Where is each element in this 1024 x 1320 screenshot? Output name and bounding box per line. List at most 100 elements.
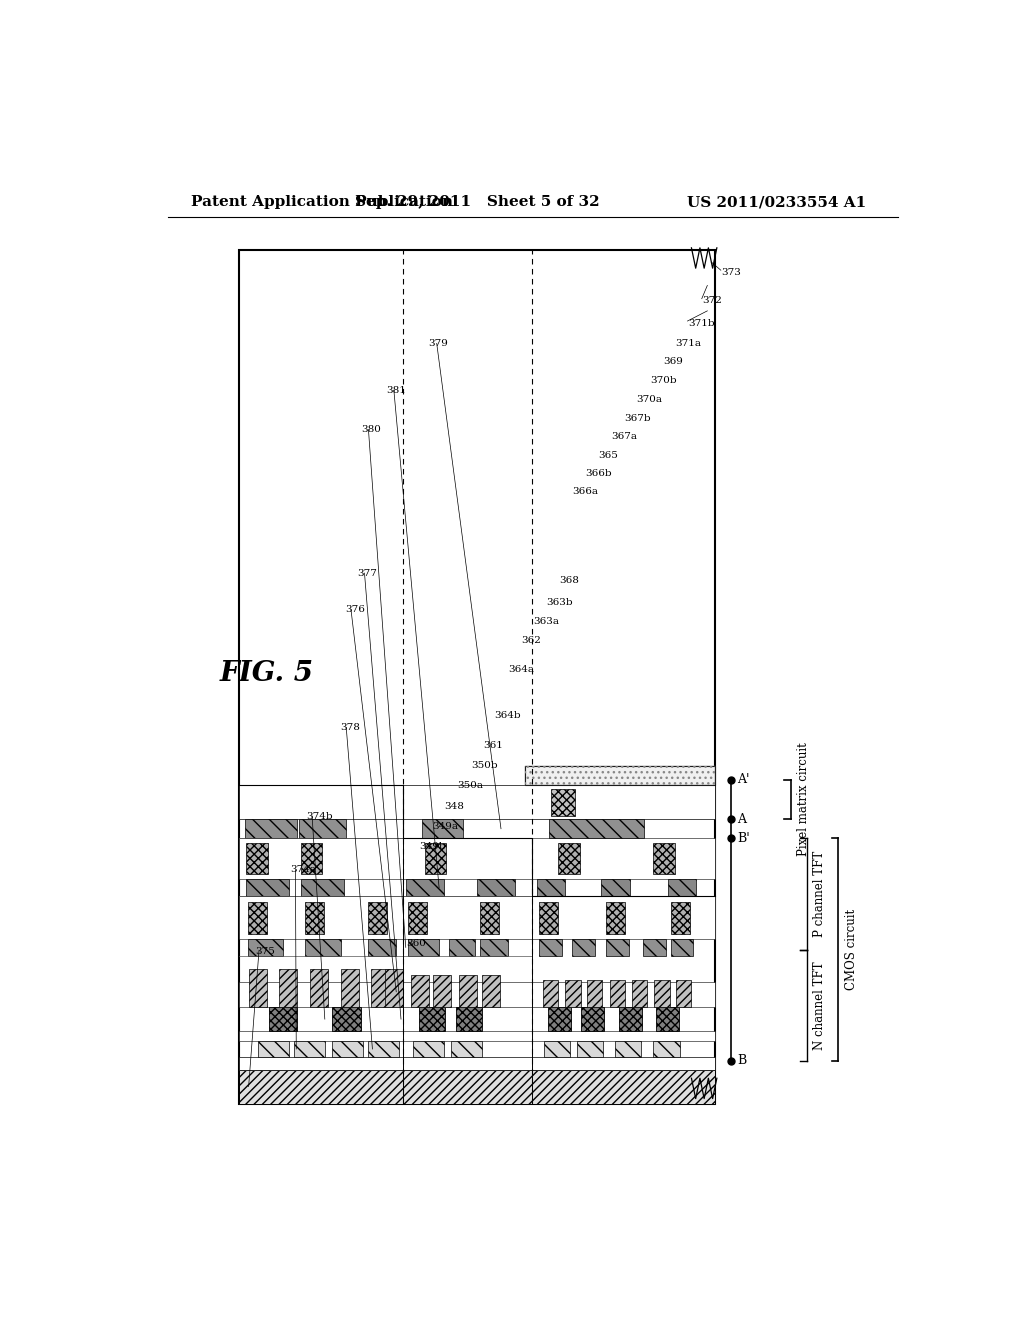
Bar [368,939,396,956]
Bar [601,879,630,896]
Text: 366b: 366b [585,469,611,478]
Text: 367b: 367b [624,414,650,424]
Bar [676,981,691,1007]
Text: 367a: 367a [611,433,637,441]
Bar [299,820,346,838]
Bar [544,1041,570,1057]
Bar [425,843,446,874]
Bar [587,981,602,1007]
Text: 363b: 363b [546,598,572,607]
Text: 376: 376 [345,605,366,614]
Text: B: B [737,1055,746,1068]
Text: 370a: 370a [637,395,663,404]
Bar [411,974,429,1007]
Text: FIG. 5: FIG. 5 [220,660,314,688]
Text: 370b: 370b [650,376,677,385]
Bar [258,1041,289,1057]
Bar [558,843,580,874]
Bar [309,969,328,1007]
Text: CMOS circuit: CMOS circuit [845,909,858,990]
Bar [249,969,266,1007]
Bar [433,974,451,1007]
Text: Sep. 29, 2011   Sheet 5 of 32: Sep. 29, 2011 Sheet 5 of 32 [355,195,599,209]
Bar [305,902,324,933]
Bar [248,939,284,956]
Text: Patent Application Publication: Patent Application Publication [191,195,454,209]
Bar [449,939,475,956]
Bar [606,902,625,933]
Bar [409,939,439,956]
Bar [413,1041,443,1057]
Text: 362: 362 [521,636,541,644]
Text: N channel TFT: N channel TFT [813,961,826,1049]
Bar [653,1041,680,1057]
Bar [301,843,323,874]
Bar [332,1041,362,1057]
Bar [548,1007,570,1031]
Bar [368,902,387,933]
Bar [372,969,389,1007]
Bar [524,767,715,785]
Text: 374a: 374a [291,866,316,874]
Text: 368: 368 [560,576,580,585]
Text: 374b: 374b [306,812,333,821]
Bar [572,939,595,956]
Bar [240,249,715,1104]
Text: 361: 361 [483,742,504,750]
Bar [305,939,341,956]
Bar [543,981,558,1007]
Bar [459,974,477,1007]
Text: 377: 377 [357,569,377,578]
Bar [671,939,693,956]
Bar [245,820,297,838]
Bar [294,1041,325,1057]
Bar [419,1007,445,1031]
Text: 348: 348 [444,803,465,812]
Text: 349a: 349a [432,821,458,830]
Text: 350a: 350a [458,781,483,789]
Bar [240,982,715,1007]
Bar [643,939,666,956]
Bar [456,1007,482,1031]
Text: 369: 369 [663,358,683,366]
Bar [279,969,297,1007]
Bar [332,1007,360,1031]
Bar [671,902,689,933]
Bar [615,1041,641,1057]
Bar [301,879,344,896]
Bar [537,879,565,896]
Bar [477,879,515,896]
Bar [240,1069,715,1104]
Text: 378: 378 [340,723,359,733]
Text: 379: 379 [428,339,447,348]
Text: 371a: 371a [676,339,701,348]
Bar [240,896,715,939]
Bar [632,981,647,1007]
Bar [341,969,358,1007]
Bar [406,879,443,896]
Bar [524,767,715,785]
Bar [479,939,508,956]
Bar [240,838,715,879]
Bar [539,902,558,933]
Bar [246,843,267,874]
Bar [620,1007,642,1031]
Text: A: A [737,813,746,826]
Text: 380: 380 [361,425,381,434]
Text: 363a: 363a [534,618,559,627]
Bar [479,902,499,933]
Bar [581,1007,604,1031]
Text: 350b: 350b [471,760,498,770]
Bar [240,1057,715,1069]
Text: 373: 373 [722,268,741,277]
Bar [451,1041,482,1057]
Bar [565,981,581,1007]
Text: 365: 365 [598,450,617,459]
Bar [551,788,574,816]
Text: Pixel matrix circuit: Pixel matrix circuit [797,743,810,857]
Bar [578,1041,603,1057]
Text: 364a: 364a [508,665,535,675]
Bar [549,820,644,838]
Bar [368,1041,398,1057]
Text: 349b: 349b [419,842,445,851]
